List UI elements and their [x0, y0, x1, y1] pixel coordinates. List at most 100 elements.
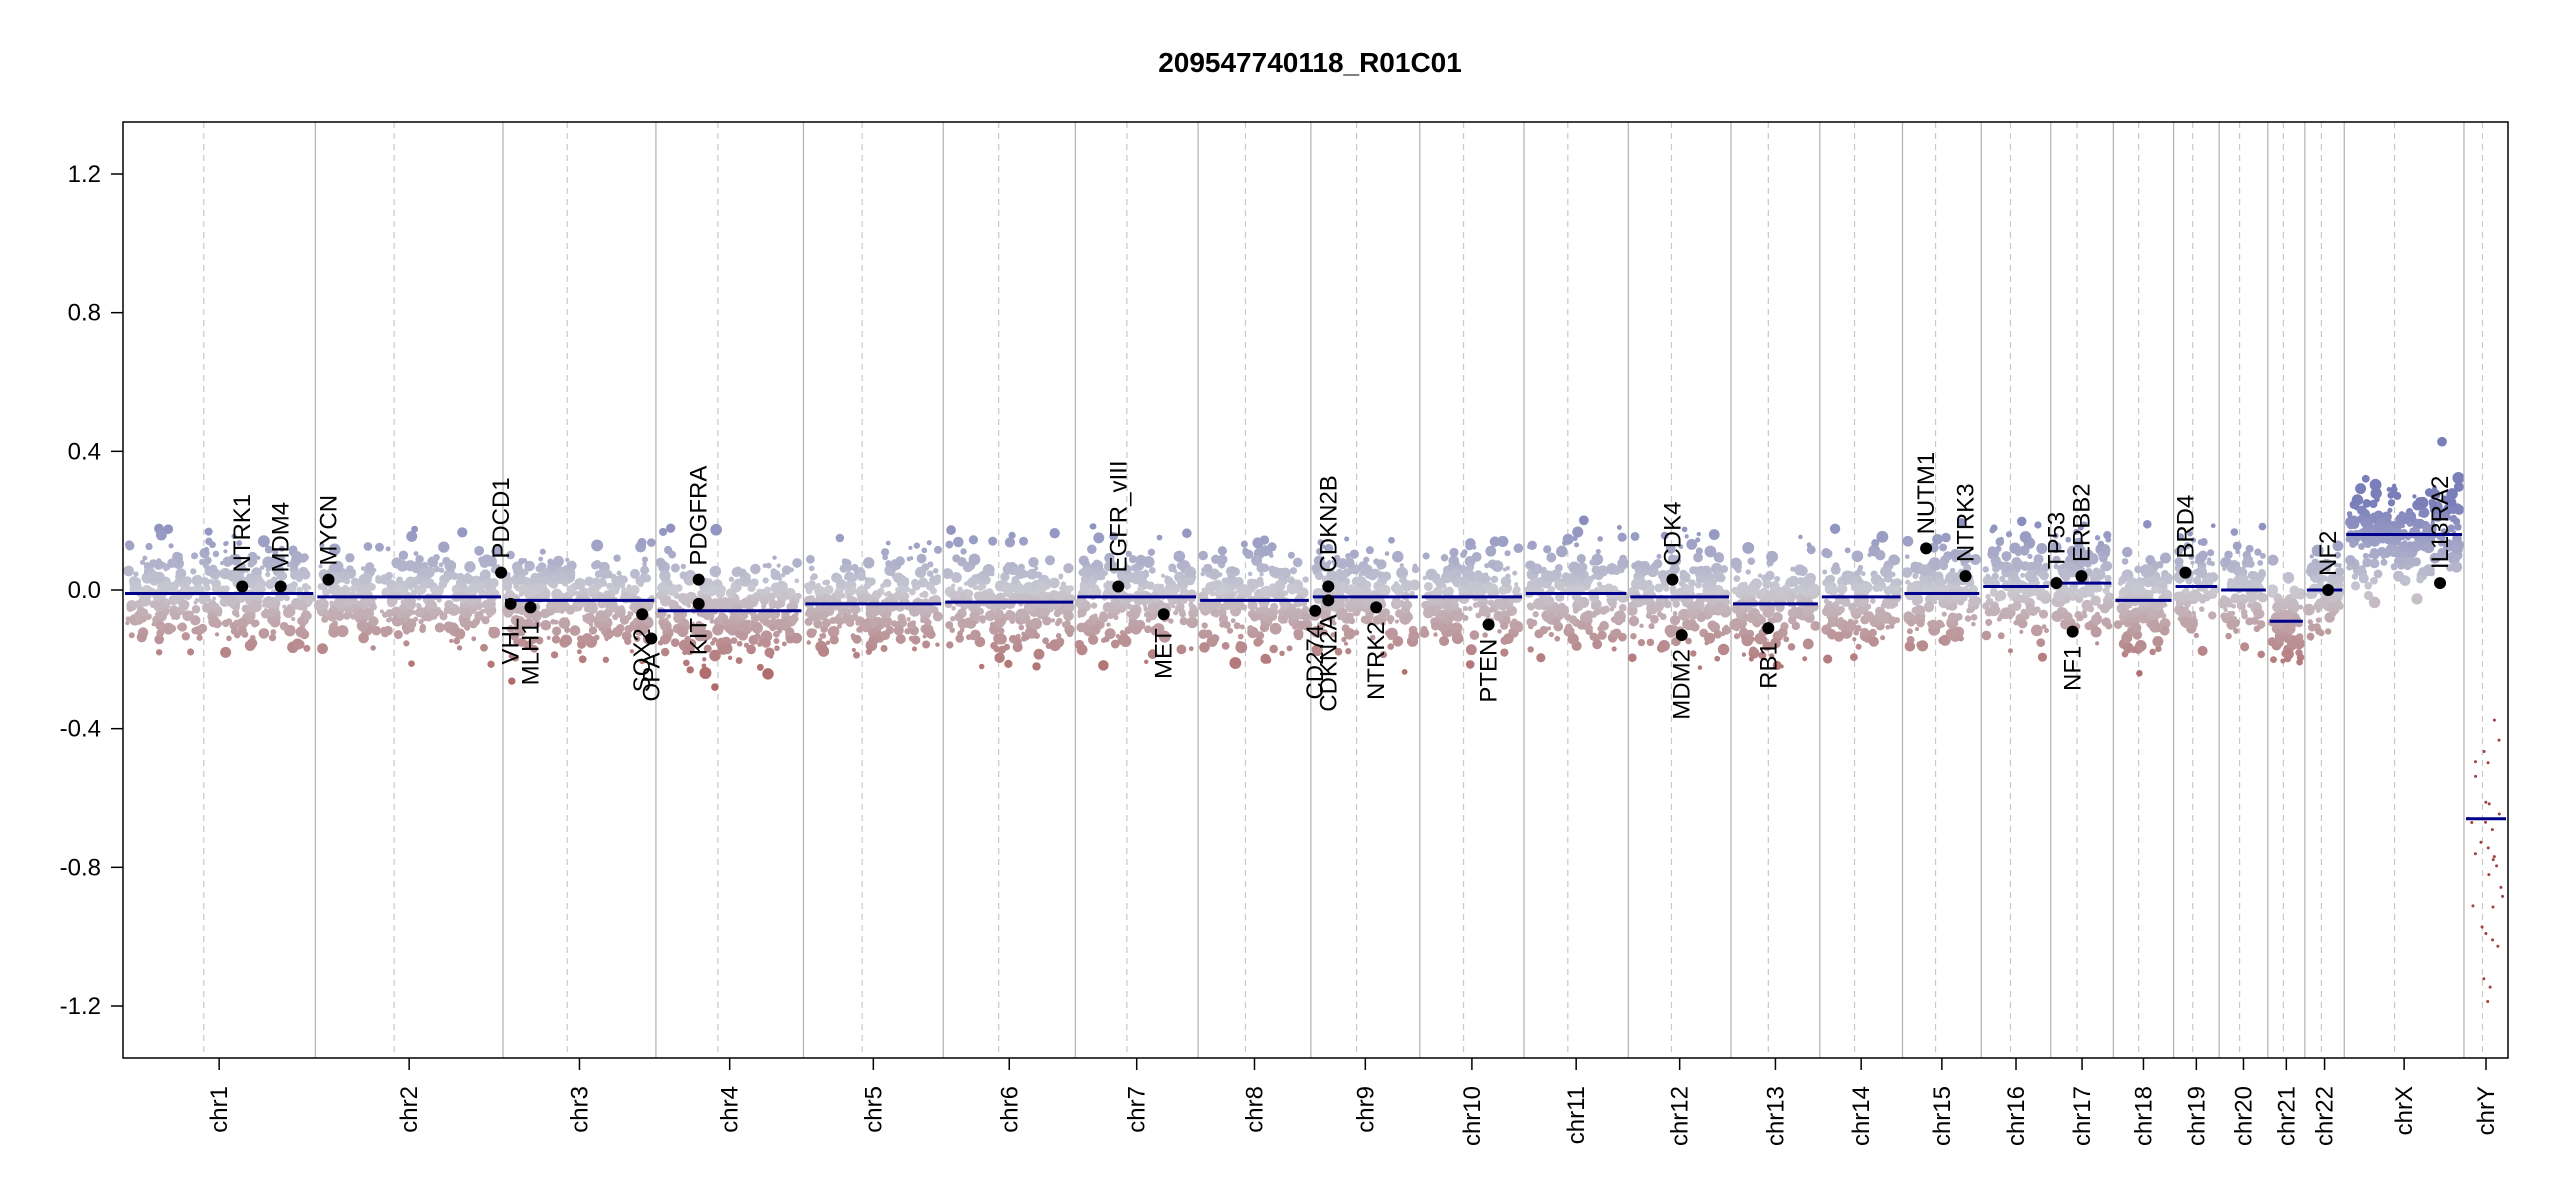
probe-point: [998, 627, 1005, 635]
probe-point: [857, 593, 869, 605]
probe-point: [1608, 598, 1616, 607]
probe-point: [1317, 539, 1324, 546]
probe-point: [1695, 537, 1701, 543]
probe-point: [829, 635, 839, 645]
probe-point: [2411, 593, 2423, 605]
probe-point: [1790, 566, 1796, 572]
gene-label: KIT: [686, 618, 713, 656]
probe-point: [474, 581, 485, 592]
probe-point: [2223, 597, 2231, 606]
probe-point: [710, 640, 716, 646]
probe-point: [1500, 648, 1509, 657]
probe-point: [434, 622, 445, 633]
probe-point: [1868, 636, 1879, 647]
probe-point: [666, 613, 672, 619]
probe-point: [953, 536, 964, 548]
probe-point: [1998, 613, 2004, 620]
probe-point: [2482, 749, 2486, 753]
probe-point: [1946, 571, 1958, 583]
probe-point: [2242, 563, 2247, 568]
probe-point: [2355, 483, 2367, 495]
probe-point: [1012, 582, 1025, 595]
probe-point: [1462, 605, 1468, 611]
probe-point: [244, 640, 256, 651]
probe-point: [2098, 551, 2104, 558]
probe-point: [2017, 618, 2028, 629]
probe-point: [1500, 621, 1509, 630]
probe-point: [224, 540, 229, 546]
probe-point: [2142, 588, 2148, 594]
probe-point: [510, 631, 520, 641]
probe-point: [1408, 630, 1420, 642]
probe-point: [1637, 639, 1646, 647]
probe-point: [1179, 604, 1185, 610]
probe-point: [177, 622, 187, 632]
probe-point: [1788, 616, 1797, 625]
probe-point: [1704, 545, 1717, 558]
probe-point: [220, 646, 232, 658]
probe-point: [2183, 542, 2191, 550]
probe-point: [1794, 585, 1801, 591]
probe-point: [1345, 590, 1350, 595]
probe-point: [2226, 619, 2237, 630]
probe-point: [247, 560, 255, 568]
probe-point: [1259, 604, 1269, 615]
probe-point: [1590, 611, 1597, 618]
probe-point: [1063, 563, 1074, 574]
probe-point: [1079, 583, 1089, 592]
probe-point: [768, 599, 778, 609]
probe-point: [1341, 636, 1347, 643]
probe-point: [705, 587, 711, 593]
probe-point: [526, 618, 532, 623]
probe-point: [946, 641, 954, 649]
probe-point: [1283, 570, 1290, 577]
probe-point: [443, 606, 452, 615]
probe-point: [1681, 526, 1688, 533]
probe-point: [286, 563, 291, 568]
probe-point: [2327, 601, 2338, 612]
probe-point: [1471, 545, 1477, 550]
probe-point: [2484, 932, 2488, 936]
probe-point: [1089, 523, 1096, 530]
probe-point: [2430, 520, 2435, 525]
probe-point: [1440, 554, 1449, 562]
probe-point: [134, 600, 143, 608]
probe-point: [1902, 535, 1914, 547]
probe-point: [2306, 608, 2312, 613]
probe-point: [765, 592, 775, 602]
probe-point: [1762, 636, 1768, 643]
probe-point: [660, 647, 670, 657]
probe-point: [379, 609, 384, 614]
probe-point: [1777, 604, 1784, 610]
probe-point: [1362, 615, 1372, 625]
probe-point: [2479, 840, 2483, 844]
probe-point: [1860, 596, 1870, 606]
probe-point: [709, 618, 715, 624]
probe-point: [191, 605, 201, 614]
probe-point: [345, 553, 355, 563]
probe-point: [1223, 621, 1231, 629]
probe-point: [2409, 527, 2415, 533]
probe-point: [2295, 633, 2304, 641]
probe-point: [168, 624, 177, 633]
probe-point: [1526, 602, 1534, 609]
probe-point: [1512, 621, 1524, 632]
probe-point: [464, 561, 476, 573]
probe-point: [1932, 533, 1943, 545]
probe-point: [2239, 576, 2250, 587]
probe-point: [1377, 611, 1387, 620]
probe-point: [2007, 614, 2013, 620]
probe-point: [356, 619, 369, 632]
probe-point: [868, 635, 879, 646]
gene-marker: [1309, 604, 1322, 617]
probe-point: [813, 619, 823, 629]
probe-point: [438, 579, 448, 589]
probe-point: [2365, 513, 2371, 519]
probe-point: [1648, 623, 1655, 630]
probe-point: [1720, 631, 1726, 637]
probe-point: [1729, 618, 1742, 631]
probe-point: [699, 667, 712, 679]
probe-point: [241, 604, 251, 614]
probe-point: [2037, 652, 2048, 662]
probe-point: [125, 620, 130, 626]
